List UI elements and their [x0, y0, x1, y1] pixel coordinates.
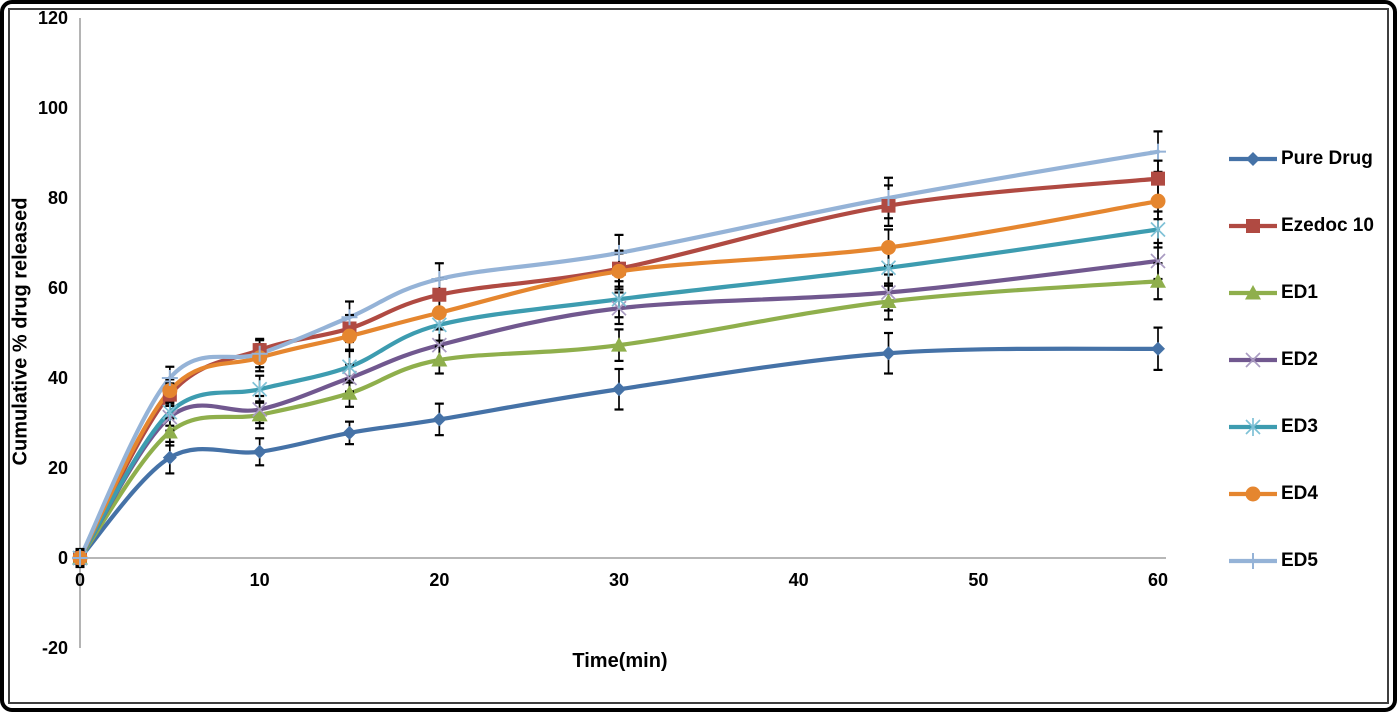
x-tick-label: 20	[429, 570, 449, 590]
series-markers	[72, 143, 1166, 567]
square-marker-icon	[1151, 171, 1165, 186]
legend-item-pure-drug: Pure Drug	[1228, 147, 1373, 171]
series-line-pure-drug	[77, 346, 1161, 561]
asterisk-marker-icon	[162, 403, 178, 422]
x-tick-label: 50	[968, 570, 988, 590]
series-markers-ed5	[72, 143, 1166, 566]
triangle-marker-icon	[251, 406, 268, 422]
legend-label: ED4	[1281, 483, 1318, 504]
x-tick-label: 30	[609, 570, 629, 590]
circle-marker-icon	[162, 383, 178, 399]
circle-marker-icon	[1150, 193, 1166, 209]
legend: Pure Drug Ezedoc 10 ED1 ED2 ED3 ED4 ED5	[1228, 0, 1393, 712]
asterisk-marker-icon	[880, 258, 897, 277]
triangle-marker-icon	[880, 293, 897, 308]
plus-marker-icon	[251, 345, 268, 362]
legend-item-ed3: ED3	[1228, 415, 1318, 439]
circle-marker-icon	[342, 328, 357, 344]
x-marker-icon	[1245, 352, 1261, 368]
diamond-marker-icon	[162, 450, 177, 465]
x-tick-label: 0	[75, 570, 85, 590]
plus-marker-icon	[72, 550, 88, 566]
asterisk-marker-icon	[1150, 220, 1166, 239]
legend-item-ed5: ED5	[1228, 549, 1318, 573]
y-tick-label: 40	[48, 368, 68, 388]
triangle-marker-icon	[1245, 285, 1261, 300]
plus-marker-icon	[431, 271, 448, 287]
circle-marker-icon	[881, 240, 896, 255]
legend-swatch-x-icon	[1229, 352, 1277, 368]
y-tick-label: 100	[38, 98, 68, 118]
y-tick-label: 120	[38, 8, 68, 28]
legend-item-ed1: ED1	[1228, 281, 1318, 305]
square-marker-icon	[432, 287, 447, 302]
plus-marker-icon	[880, 190, 897, 206]
legend-item-ed2: ED2	[1228, 348, 1318, 372]
diamond-marker-icon	[432, 412, 447, 427]
triangle-marker-icon	[341, 385, 358, 400]
tick-labels: -20 0 20 40 60 80 100 120 0 10 20 30 40 50 60	[38, 8, 1168, 658]
legend-swatch-triangle-icon	[1229, 285, 1277, 300]
legend-label: ED5	[1281, 550, 1318, 571]
plus-marker-icon	[161, 370, 178, 386]
triangle-marker-icon	[1150, 273, 1166, 288]
legend-label: Ezedoc 10	[1281, 215, 1374, 236]
asterisk-marker-icon	[341, 357, 358, 376]
axes	[76, 18, 1166, 648]
y-tick-label: 80	[48, 188, 68, 208]
asterisk-marker-icon	[252, 380, 268, 399]
y-tick-label: 0	[58, 548, 68, 568]
plus-marker-icon	[611, 244, 627, 261]
triangle-marker-icon	[161, 424, 178, 439]
diamond-marker-icon	[1246, 152, 1260, 166]
x-tick-label: 40	[789, 570, 809, 590]
x-tick-label: 10	[250, 570, 270, 590]
y-tick-label: 60	[48, 278, 68, 298]
diamond-marker-icon	[612, 382, 626, 397]
square-marker-icon	[1246, 219, 1260, 233]
legend-swatch-circle-icon	[1229, 486, 1277, 502]
circle-marker-icon	[611, 263, 627, 279]
x-axis-title: Time(min)	[572, 650, 668, 672]
legend-item-ezedoc-10: Ezedoc 10	[1228, 214, 1374, 238]
legend-item-ed4: ED4	[1228, 482, 1318, 506]
x-marker-icon	[341, 370, 358, 386]
x-marker-icon	[880, 284, 897, 301]
y-tick-label: -20	[42, 638, 68, 658]
plus-marker-icon	[1245, 553, 1261, 569]
circle-marker-icon	[431, 305, 447, 321]
x-tick-label: 60	[1148, 570, 1168, 590]
circle-marker-icon	[1245, 486, 1261, 502]
legend-swatch-diamond-icon	[1229, 152, 1277, 166]
asterisk-marker-icon	[611, 290, 627, 309]
legend-label: ED3	[1281, 416, 1318, 437]
legend-swatch-plus-icon	[1229, 553, 1277, 569]
plus-marker-icon	[1150, 143, 1166, 160]
diamond-marker-icon	[252, 444, 267, 459]
diamond-marker-icon	[342, 425, 357, 440]
x-marker-icon	[431, 337, 447, 353]
legend-label: Pure Drug	[1281, 148, 1373, 169]
legend-swatch-asterisk-icon	[1229, 418, 1277, 436]
x-marker-icon	[1150, 253, 1166, 269]
asterisk-marker-icon	[1245, 418, 1261, 436]
y-axis-title: Cumulative % drug released	[9, 197, 32, 466]
triangle-marker-icon	[611, 337, 627, 352]
diamond-marker-icon	[881, 346, 896, 361]
legend-label: ED1	[1281, 282, 1318, 303]
plus-marker-icon	[341, 309, 358, 326]
x-marker-icon	[252, 401, 268, 418]
triangle-marker-icon	[431, 352, 448, 367]
legend-swatch-square-icon	[1229, 219, 1277, 233]
diamond-marker-icon	[1151, 341, 1165, 356]
legend-label: ED2	[1281, 349, 1318, 370]
y-tick-label: 20	[48, 458, 68, 478]
